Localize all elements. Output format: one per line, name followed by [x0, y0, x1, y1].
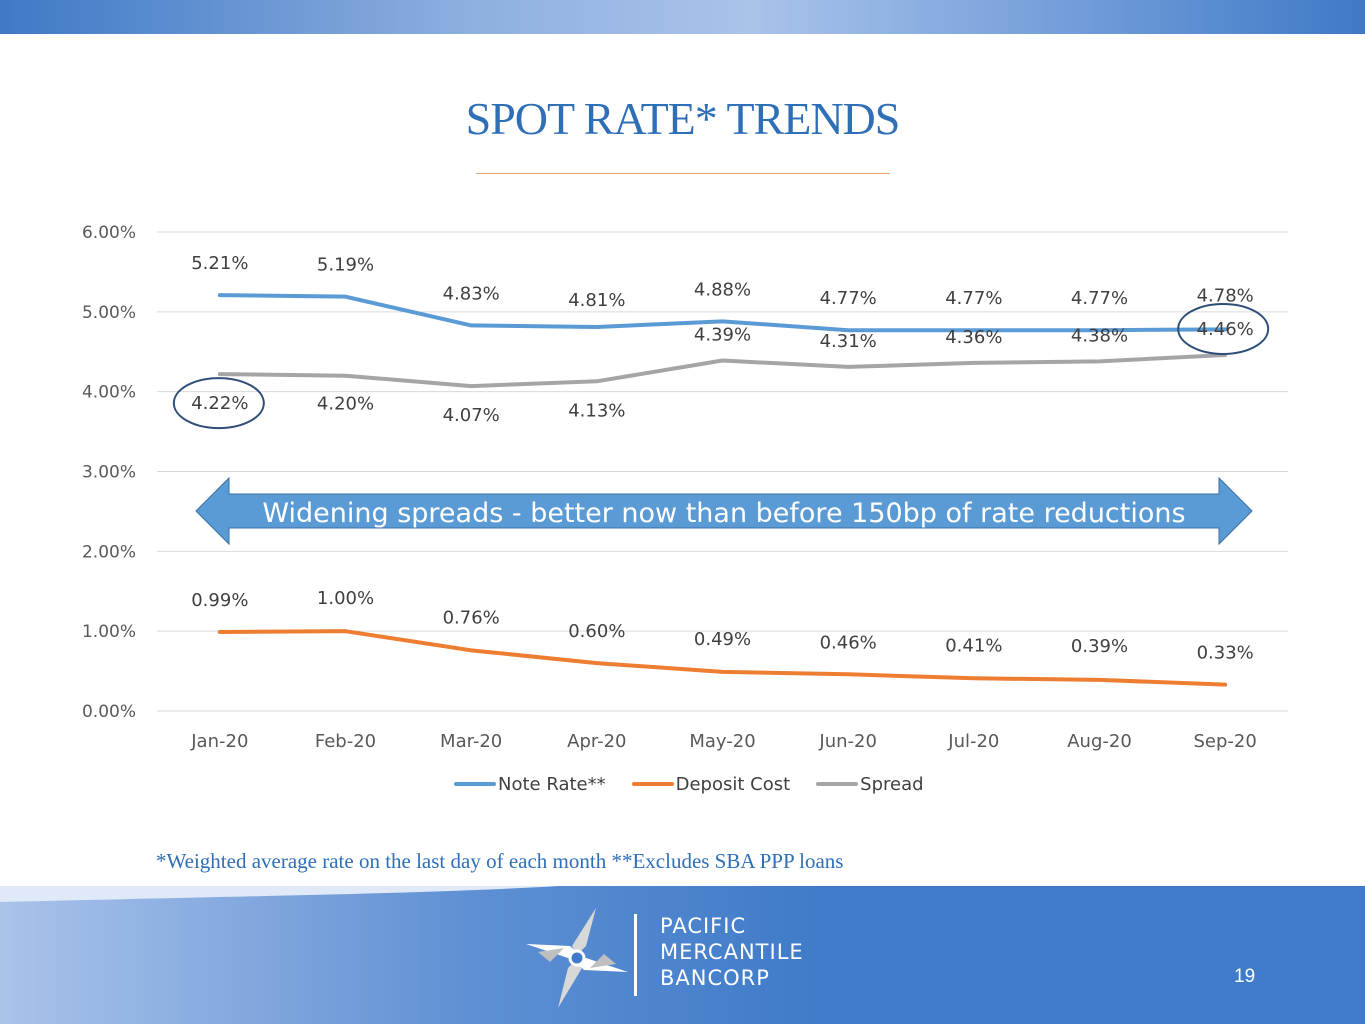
y-tick-label: 2.00% — [82, 542, 136, 562]
chart-gridlines — [157, 231, 1288, 712]
y-tick-label: 6.00% — [82, 223, 136, 243]
x-tick-label: Mar-20 — [440, 731, 502, 752]
data-label: 4.22% — [191, 393, 248, 414]
x-tick-label: Sep-20 — [1194, 731, 1257, 752]
data-label: 4.31% — [820, 331, 877, 352]
logo-divider — [634, 914, 637, 996]
data-label: 4.88% — [694, 279, 751, 300]
brand-line: BANCORP — [660, 966, 770, 990]
legend-swatch — [816, 782, 859, 786]
data-label: 1.00% — [317, 588, 374, 609]
x-tick-label: Jun-20 — [818, 731, 877, 752]
y-tick-label: 0.00% — [82, 702, 136, 722]
data-label: 0.33% — [1197, 643, 1254, 664]
data-label: 4.78% — [1197, 285, 1254, 306]
top-banner — [0, 0, 1365, 34]
data-label: 4.77% — [820, 288, 877, 309]
title-underline — [476, 173, 890, 174]
data-label: 4.20% — [317, 394, 374, 415]
line-chart: 0.00% 1.00% 2.00% 3.00% 4.00% 5.00% 6.00% Jan-… — [82, 223, 1288, 752]
legend-swatch — [454, 782, 496, 786]
highlight-circle — [1177, 302, 1270, 355]
x-tick-label: Jul-20 — [947, 731, 999, 752]
data-label: 4.13% — [568, 400, 625, 421]
legend-label: Note Rate** — [498, 773, 606, 795]
footnote: *Weighted average rate on the last day o… — [156, 849, 844, 873]
y-tick-label: 1.00% — [82, 622, 136, 642]
legend-item: Spread — [816, 773, 924, 795]
brand-line: MERCANTILE — [660, 940, 804, 964]
data-label: 4.38% — [1071, 325, 1128, 346]
data-label: 5.21% — [191, 253, 248, 274]
data-label: 0.76% — [443, 607, 500, 628]
legend-item: Deposit Cost — [631, 773, 791, 795]
data-label: 0.49% — [694, 629, 751, 650]
data-labels: 5.21% 5.19% 4.83% 4.81% 4.88% 4.77% 4.77% 4.77%… — [191, 253, 1254, 664]
data-label: 0.39% — [1071, 636, 1128, 657]
series-line-note-rate — [217, 293, 1228, 333]
y-tick-label: 3.00% — [82, 463, 136, 483]
x-axis-tick-labels: Jan-20 Feb-20 Mar-20 Apr-20 May-20 Jun-20 Jul-… — [190, 731, 1257, 752]
annotation-text: Widening spreads - better now than befor… — [262, 498, 1185, 529]
footer-band — [0, 886, 1365, 1024]
y-axis-tick-labels: 0.00% 1.00% 2.00% 3.00% 4.00% 5.00% 6.00% — [82, 223, 136, 722]
highlight-circle — [172, 377, 265, 430]
data-label: 5.19% — [317, 255, 374, 276]
legend-label: Spread — [860, 773, 924, 795]
y-tick-label: 4.00% — [82, 383, 136, 403]
page-number: 19 — [1234, 966, 1256, 987]
legend-label: Deposit Cost — [675, 773, 791, 795]
x-tick-label: Jan-20 — [190, 731, 248, 752]
data-label: 0.41% — [945, 635, 1002, 656]
data-label: 4.07% — [443, 405, 500, 426]
pacific-mercantile-logo-icon — [526, 908, 628, 1008]
spread-annotation: Widening spreads - better now than befor… — [195, 476, 1253, 546]
x-tick-label: Apr-20 — [567, 731, 626, 752]
data-label: 4.83% — [443, 283, 500, 304]
double-arrow-icon — [195, 476, 1253, 546]
data-label: 0.99% — [191, 590, 248, 611]
brand-name: PACIFIC MERCANTILE BANCORP — [660, 913, 804, 991]
chart-legend: Note Rate** Deposit Cost Spread — [454, 772, 950, 796]
y-tick-label: 5.00% — [82, 303, 136, 323]
x-tick-label: May-20 — [689, 731, 755, 752]
data-label: 4.39% — [694, 325, 751, 346]
page-title: SPOT RATE* TRENDS — [465, 93, 901, 144]
data-label: 4.46% — [1197, 319, 1254, 340]
x-tick-label: Aug-20 — [1067, 731, 1132, 752]
data-label: 4.36% — [945, 327, 1002, 348]
data-label: 0.46% — [820, 632, 877, 653]
series-line-deposit-cost — [217, 629, 1228, 687]
data-label: 4.77% — [1071, 288, 1128, 309]
brand-line: PACIFIC — [660, 914, 747, 938]
series-line-spread — [217, 352, 1228, 389]
chart-series — [217, 293, 1228, 687]
x-tick-label: Feb-20 — [315, 731, 376, 752]
data-label: 4.81% — [568, 290, 625, 311]
legend-swatch — [631, 782, 674, 786]
highlight-circles — [172, 302, 1270, 430]
data-label: 4.77% — [945, 288, 1002, 309]
data-label: 0.60% — [568, 621, 625, 642]
legend-item: Note Rate** — [454, 774, 606, 795]
